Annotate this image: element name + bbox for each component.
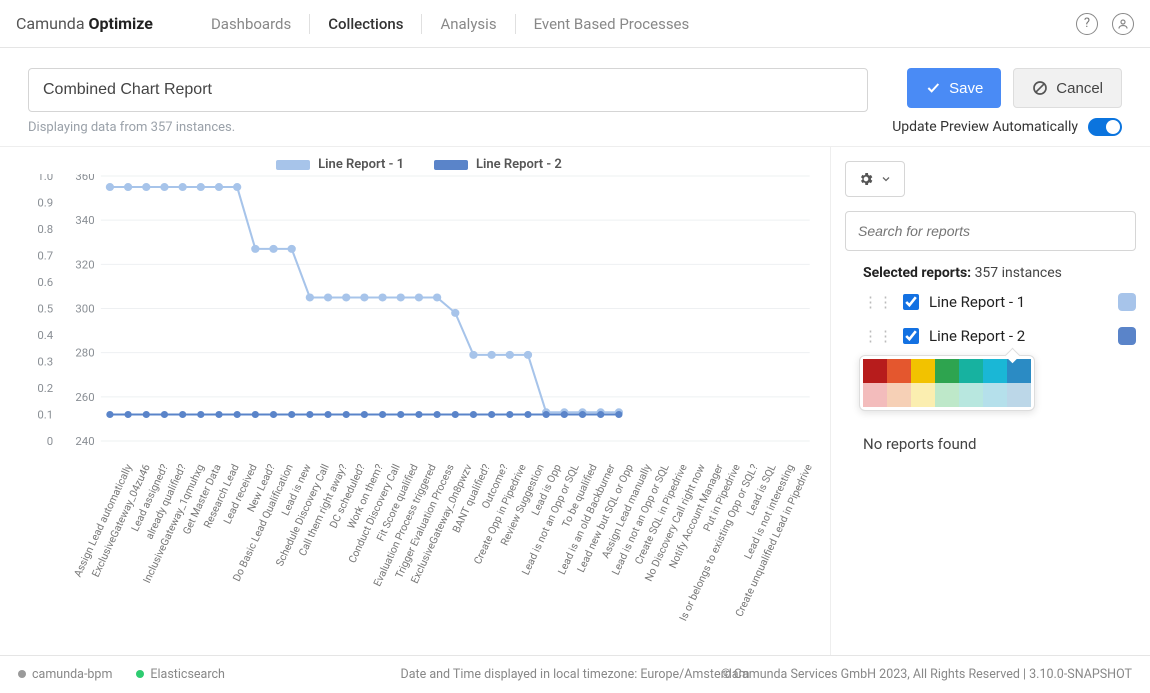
svg-text:0.2: 0.2 (37, 382, 53, 395)
profile-icon[interactable] (1112, 13, 1134, 35)
logo-text-bold: Optimize (89, 14, 153, 33)
main-nav: DashboardsCollectionsAnalysisEvent Based… (193, 14, 707, 34)
color-option[interactable] (935, 383, 959, 407)
timezone-label: Date and Time displayed in local timezon… (401, 667, 750, 682)
svg-text:260: 260 (75, 391, 94, 404)
svg-text:0.5: 0.5 (37, 303, 53, 316)
svg-text:0.8: 0.8 (37, 223, 53, 236)
chart-area: Line Report - 1 Line Report - 2 240 260 280… (0, 147, 830, 655)
color-option[interactable] (911, 383, 935, 407)
side-panel: Selected reports: 357 instances ⋮⋮ Line R… (830, 147, 1150, 655)
svg-text:360: 360 (75, 174, 94, 183)
svg-text:0: 0 (47, 435, 53, 448)
legend-item[interactable]: Line Report - 1 (276, 157, 404, 172)
logo-text-light: Camunda (16, 14, 89, 33)
color-option[interactable] (863, 383, 887, 407)
no-reports-message: No reports found (863, 435, 1136, 453)
color-option[interactable] (887, 383, 911, 407)
report-toolbar: Displaying data from 357 instances. Save… (0, 48, 1150, 147)
svg-text:340: 340 (75, 214, 94, 227)
svg-text:280: 280 (75, 347, 94, 360)
chart-legend: Line Report - 1 Line Report - 2 (20, 157, 818, 172)
auto-update-label: Update Preview Automatically (892, 119, 1078, 135)
report-title-input[interactable] (28, 68, 868, 112)
svg-text:0.1: 0.1 (37, 409, 53, 422)
legend-item[interactable]: Line Report - 2 (434, 157, 562, 172)
copyright-label: © Camunda Services GmbH 2023, All Rights… (721, 667, 1132, 682)
selected-report-row[interactable]: ⋮⋮ Line Report - 2 (863, 327, 1136, 345)
color-option[interactable] (983, 383, 1007, 407)
save-button-label: Save (949, 80, 983, 97)
cancel-button[interactable]: Cancel (1013, 68, 1122, 108)
report-checkbox[interactable] (903, 328, 919, 344)
engine-status: camunda-bpm (18, 667, 112, 682)
color-option[interactable] (911, 359, 935, 383)
logo: Camunda Optimize (16, 14, 153, 33)
svg-text:320: 320 (75, 259, 94, 272)
svg-text:300: 300 (75, 303, 94, 316)
nav-collections[interactable]: Collections (310, 15, 421, 33)
main-content: Line Report - 1 Line Report - 2 240 260 280… (0, 147, 1150, 655)
chart-canvas: 240 260 280 300 320 340 360 0.1 0.2 0.3 0.4 0.5 0.6 0… (20, 174, 818, 604)
nav-event-based-processes[interactable]: Event Based Processes (516, 15, 708, 33)
search-input[interactable] (845, 211, 1136, 251)
help-icon[interactable]: ? (1076, 13, 1098, 35)
elasticsearch-status: Elasticsearch (136, 667, 225, 682)
status-dot-icon (18, 670, 26, 678)
svg-text:0.9: 0.9 (37, 197, 53, 210)
svg-text:0.7: 0.7 (37, 250, 53, 263)
app-header: Camunda Optimize DashboardsCollectionsAn… (0, 0, 1150, 48)
color-picker[interactable] (859, 355, 1035, 411)
save-button[interactable]: Save (907, 68, 1001, 108)
selected-report-row[interactable]: ⋮⋮ Line Report - 1 (863, 293, 1136, 311)
report-label: Line Report - 2 (929, 327, 1025, 345)
report-color-swatch[interactable] (1118, 293, 1136, 311)
report-color-swatch[interactable] (1118, 327, 1136, 345)
report-label: Line Report - 1 (929, 293, 1025, 311)
color-option[interactable] (959, 359, 983, 383)
selected-reports-heading: Selected reports: 357 instances (863, 265, 1136, 281)
app-footer: camunda-bpm Elasticsearch Date and Time … (0, 655, 1150, 693)
svg-text:0.6: 0.6 (37, 276, 53, 289)
color-option[interactable] (887, 359, 911, 383)
color-option[interactable] (983, 359, 1007, 383)
color-option[interactable] (959, 383, 983, 407)
svg-text:0.3: 0.3 (37, 356, 53, 369)
svg-text:240: 240 (75, 435, 94, 448)
drag-handle-icon[interactable]: ⋮⋮ (863, 293, 893, 311)
nav-analysis[interactable]: Analysis (422, 15, 514, 33)
color-option[interactable] (935, 359, 959, 383)
svg-text:0.4: 0.4 (37, 329, 54, 342)
settings-dropdown[interactable] (845, 161, 905, 197)
svg-text:1.0: 1.0 (37, 174, 53, 183)
report-checkbox[interactable] (903, 294, 919, 310)
cancel-button-label: Cancel (1056, 80, 1103, 97)
color-option[interactable] (1007, 383, 1031, 407)
color-option[interactable] (863, 359, 887, 383)
nav-dashboards[interactable]: Dashboards (193, 15, 309, 33)
selected-reports-list: ⋮⋮ Line Report - 1 ⋮⋮ Line Report - 2 (863, 293, 1136, 345)
auto-update-toggle[interactable] (1088, 118, 1122, 136)
status-dot-icon (136, 670, 144, 678)
drag-handle-icon[interactable]: ⋮⋮ (863, 327, 893, 345)
color-option[interactable] (1007, 359, 1031, 383)
instance-count-subtitle: Displaying data from 357 instances. (28, 120, 868, 135)
